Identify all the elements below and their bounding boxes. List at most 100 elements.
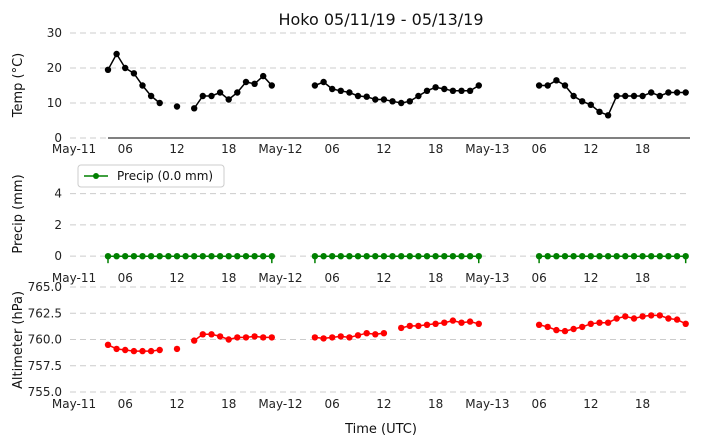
x-tick-label: 12 bbox=[583, 271, 598, 285]
x-tick-label: 18 bbox=[221, 142, 236, 156]
data-point bbox=[380, 330, 388, 337]
data-point bbox=[363, 330, 370, 337]
data-point bbox=[544, 323, 551, 331]
data-point bbox=[234, 253, 241, 260]
legend-box bbox=[77, 164, 225, 188]
y-tick-label: 0 bbox=[54, 249, 62, 263]
data-point bbox=[182, 253, 189, 260]
data-point bbox=[553, 253, 560, 260]
data-point bbox=[311, 334, 319, 341]
data-point bbox=[191, 253, 198, 260]
x-tick-label: 06 bbox=[325, 397, 340, 411]
data-point bbox=[406, 322, 413, 330]
data-point bbox=[260, 72, 267, 80]
legend-swatch-marker bbox=[93, 173, 99, 179]
data-point bbox=[613, 253, 620, 260]
y-axis-label: Precip (mm) bbox=[11, 174, 26, 253]
data-point bbox=[458, 319, 465, 326]
y-tick-label: 30 bbox=[47, 26, 62, 40]
data-point bbox=[113, 253, 120, 260]
x-tick-label: 12 bbox=[376, 397, 391, 411]
data-point bbox=[337, 333, 344, 340]
y-axis-label: Temp (°C) bbox=[11, 53, 26, 119]
data-point bbox=[544, 82, 551, 89]
data-point bbox=[466, 87, 474, 95]
data-point bbox=[665, 89, 672, 96]
data-point bbox=[156, 253, 163, 260]
data-point bbox=[458, 253, 465, 260]
data-point bbox=[389, 253, 396, 260]
data-point bbox=[216, 333, 224, 340]
y-tick-label: 10 bbox=[47, 96, 62, 110]
x-tick-label: 12 bbox=[169, 271, 184, 285]
x-tick-label: 12 bbox=[169, 397, 184, 411]
data-point bbox=[570, 325, 577, 333]
data-point bbox=[432, 320, 439, 327]
x-tick-label: 18 bbox=[635, 142, 650, 156]
data-point bbox=[251, 333, 258, 340]
data-point bbox=[466, 318, 474, 325]
data-point bbox=[372, 96, 379, 103]
data-point bbox=[139, 347, 146, 355]
x-tick-label: 06 bbox=[531, 397, 546, 411]
data-point bbox=[630, 253, 638, 260]
data-point bbox=[604, 253, 612, 260]
data-point bbox=[449, 87, 457, 95]
data-point bbox=[466, 253, 474, 260]
data-point bbox=[570, 92, 577, 100]
data-point bbox=[208, 92, 215, 100]
data-point bbox=[561, 327, 569, 335]
data-point bbox=[173, 103, 181, 110]
data-point bbox=[337, 87, 344, 95]
data-point bbox=[363, 253, 370, 260]
data-point bbox=[346, 253, 353, 260]
data-point bbox=[622, 253, 629, 260]
data-point bbox=[354, 332, 362, 339]
data-point bbox=[656, 312, 663, 319]
panel-2: 0 2 4 Precip (mm) May-11 06 12 18 May-12 06 12 18 Ma… bbox=[11, 164, 690, 285]
data-point bbox=[242, 253, 250, 260]
data-point bbox=[130, 253, 138, 260]
x-tick-label: 18 bbox=[635, 271, 650, 285]
x-tick-label: 06 bbox=[531, 142, 546, 156]
x-tick-label: 06 bbox=[118, 142, 133, 156]
data-point bbox=[208, 253, 215, 260]
chart-title: Hoko 05/11/19 - 05/13/19 bbox=[278, 10, 483, 29]
x-tick-label: May-13 bbox=[465, 142, 509, 156]
y-axis-label: Altimeter (hPa) bbox=[11, 291, 26, 389]
data-point bbox=[622, 313, 629, 320]
y-tick-label: 760.0 bbox=[28, 333, 62, 347]
x-tick-label: 06 bbox=[325, 142, 340, 156]
data-point bbox=[648, 312, 655, 319]
data-point bbox=[604, 112, 612, 119]
data-point bbox=[337, 253, 344, 260]
data-point bbox=[389, 98, 396, 105]
data-point bbox=[535, 321, 543, 328]
x-tick-label: 12 bbox=[169, 142, 184, 156]
data-point bbox=[630, 92, 638, 100]
data-point bbox=[648, 253, 655, 260]
y-tick-label: 762.5 bbox=[28, 306, 62, 320]
x-tick-label: May-12 bbox=[258, 142, 302, 156]
data-point bbox=[104, 341, 112, 348]
y-tick-label: 757.5 bbox=[28, 359, 62, 373]
x-tick-label: 12 bbox=[376, 142, 391, 156]
data-point bbox=[432, 84, 439, 91]
data-point bbox=[173, 253, 181, 260]
x-tick-label: May-11 bbox=[52, 142, 96, 156]
data-point bbox=[673, 253, 681, 260]
data-point bbox=[639, 313, 646, 320]
data-point bbox=[130, 70, 138, 77]
data-point bbox=[415, 322, 422, 330]
data-point bbox=[354, 92, 362, 100]
data-point bbox=[423, 253, 431, 260]
data-point bbox=[147, 347, 155, 355]
data-point bbox=[372, 331, 379, 338]
data-point bbox=[432, 253, 439, 260]
data-point bbox=[139, 82, 146, 89]
data-point bbox=[139, 253, 146, 260]
data-point bbox=[406, 98, 413, 105]
data-point bbox=[346, 89, 353, 96]
x-axis-label: Time (UTC) bbox=[344, 422, 417, 437]
